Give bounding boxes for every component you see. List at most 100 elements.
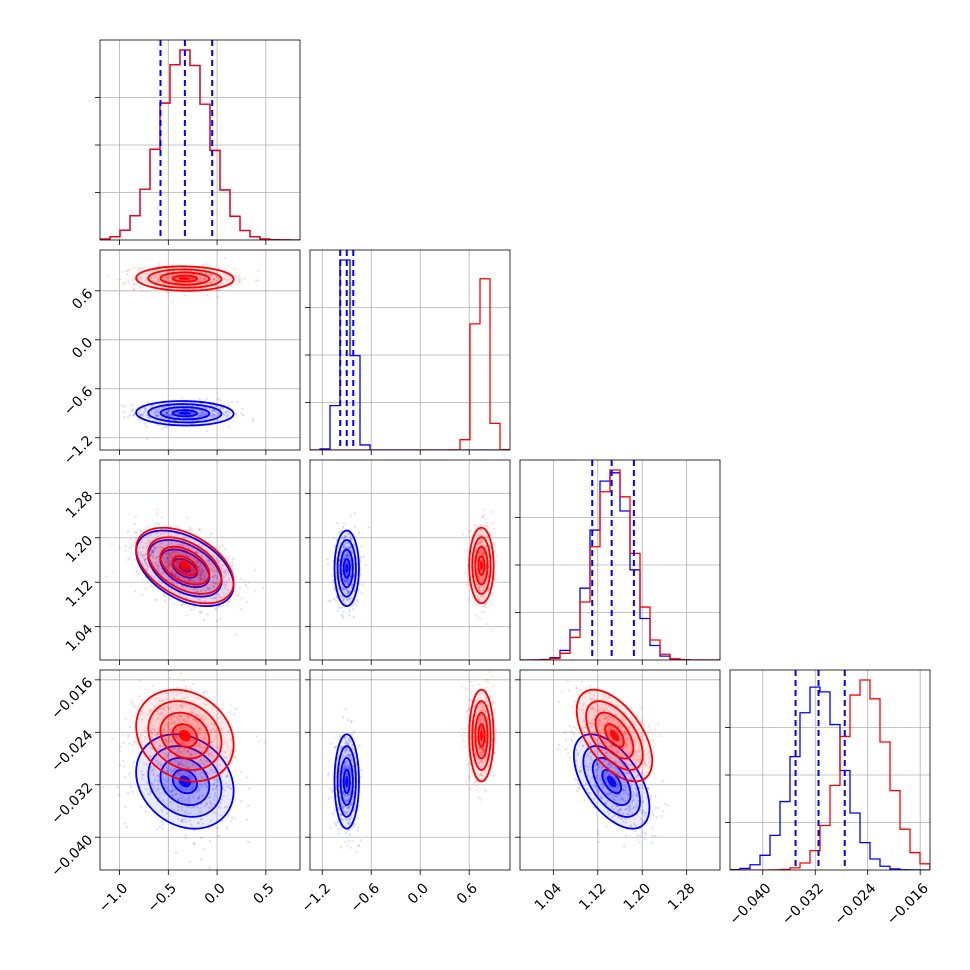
panel-3-1: −1.2 −0.6 0.0 0.6 — [299, 669, 511, 916]
sample-point — [183, 817, 186, 821]
sample-point — [344, 535, 347, 538]
sample-point — [172, 567, 175, 570]
sample-point — [166, 780, 169, 784]
sample-point — [197, 573, 200, 577]
sample-point — [158, 403, 162, 406]
sample-point — [176, 717, 179, 720]
sample-point — [141, 413, 144, 416]
sample-point — [479, 578, 482, 581]
sample-point — [223, 547, 227, 551]
sample-point — [153, 729, 156, 732]
sample-point — [187, 795, 190, 798]
sample-point — [177, 762, 180, 766]
sample-point — [346, 754, 349, 757]
sample-point — [477, 746, 481, 750]
sample-point — [352, 730, 355, 733]
sample-point — [215, 786, 218, 789]
sample-point — [180, 705, 184, 708]
sample-point — [343, 543, 346, 546]
sample-point — [181, 820, 184, 823]
sample-point — [140, 289, 143, 293]
sample-point — [166, 788, 169, 791]
sample-point — [349, 753, 352, 757]
sample-point — [482, 516, 485, 519]
sample-point — [344, 707, 348, 711]
sample-point — [467, 776, 471, 779]
sample-point — [186, 542, 189, 546]
sample-point — [175, 693, 178, 696]
sample-point — [192, 578, 196, 582]
sample-point — [484, 760, 487, 763]
sample-point — [145, 545, 148, 548]
sample-point — [203, 777, 206, 780]
sample-point — [464, 571, 468, 575]
sample-point — [153, 779, 156, 782]
sample-point — [209, 281, 212, 284]
sample-point — [176, 566, 179, 569]
panel-frame-3-0 — [99, 669, 301, 871]
sample-point — [166, 785, 169, 788]
sample-point — [349, 740, 353, 743]
sample-point — [136, 551, 140, 554]
sample-point — [206, 282, 209, 286]
sample-point — [344, 840, 347, 844]
sample-point — [467, 531, 471, 534]
sample-point — [162, 531, 166, 535]
sample-point — [359, 776, 363, 779]
sample-point — [181, 727, 184, 730]
sample-point — [212, 783, 215, 786]
sample-point — [205, 412, 208, 415]
y-tick-label-1-2: 0.0 — [69, 335, 96, 362]
sample-point — [485, 579, 489, 583]
sample-point — [164, 552, 168, 555]
sample-point — [227, 601, 230, 604]
sample-point — [157, 788, 160, 791]
sample-point — [157, 577, 161, 580]
sample-point — [213, 596, 216, 600]
sample-point — [168, 530, 172, 534]
sample-point — [151, 556, 155, 559]
sample-point — [476, 721, 480, 724]
sample-point — [185, 759, 188, 762]
sample-point — [477, 551, 481, 555]
sample-point — [173, 573, 176, 576]
sample-point — [184, 834, 188, 837]
sample-point — [477, 746, 480, 750]
sample-point — [200, 573, 203, 576]
sample-point — [179, 796, 182, 800]
sample-point — [176, 771, 179, 775]
sample-point — [487, 765, 490, 768]
sample-point — [233, 756, 236, 759]
sample-point — [208, 796, 212, 800]
sample-point — [481, 761, 484, 764]
sample-point — [213, 794, 217, 798]
sample-point — [157, 569, 160, 573]
sample-point — [168, 578, 171, 581]
y-tick-label-1-1: −0.6 — [61, 384, 96, 419]
sample-point — [208, 546, 211, 550]
sample-point — [179, 757, 182, 761]
sample-point — [197, 280, 200, 284]
sample-point — [225, 775, 229, 778]
sample-point — [179, 715, 182, 719]
sample-point — [225, 556, 228, 560]
sample-point — [475, 789, 478, 792]
sample-point — [477, 576, 481, 579]
sample-point — [189, 528, 192, 531]
sample-point — [153, 564, 156, 568]
sample-point — [215, 280, 218, 283]
sample-point — [221, 567, 224, 570]
x-tick-label-0-1: −0.5 — [145, 880, 180, 915]
sample-point — [170, 783, 173, 787]
sample-point — [480, 552, 484, 555]
sample-point — [178, 793, 182, 796]
sample-point — [466, 580, 470, 584]
sample-point — [175, 552, 178, 555]
sample-point — [338, 606, 341, 609]
sample-point — [156, 535, 159, 538]
sample-point — [197, 591, 201, 594]
sample-point — [223, 277, 227, 280]
sample-point — [140, 733, 143, 736]
sample-point — [483, 575, 486, 578]
sample-point — [327, 797, 330, 800]
